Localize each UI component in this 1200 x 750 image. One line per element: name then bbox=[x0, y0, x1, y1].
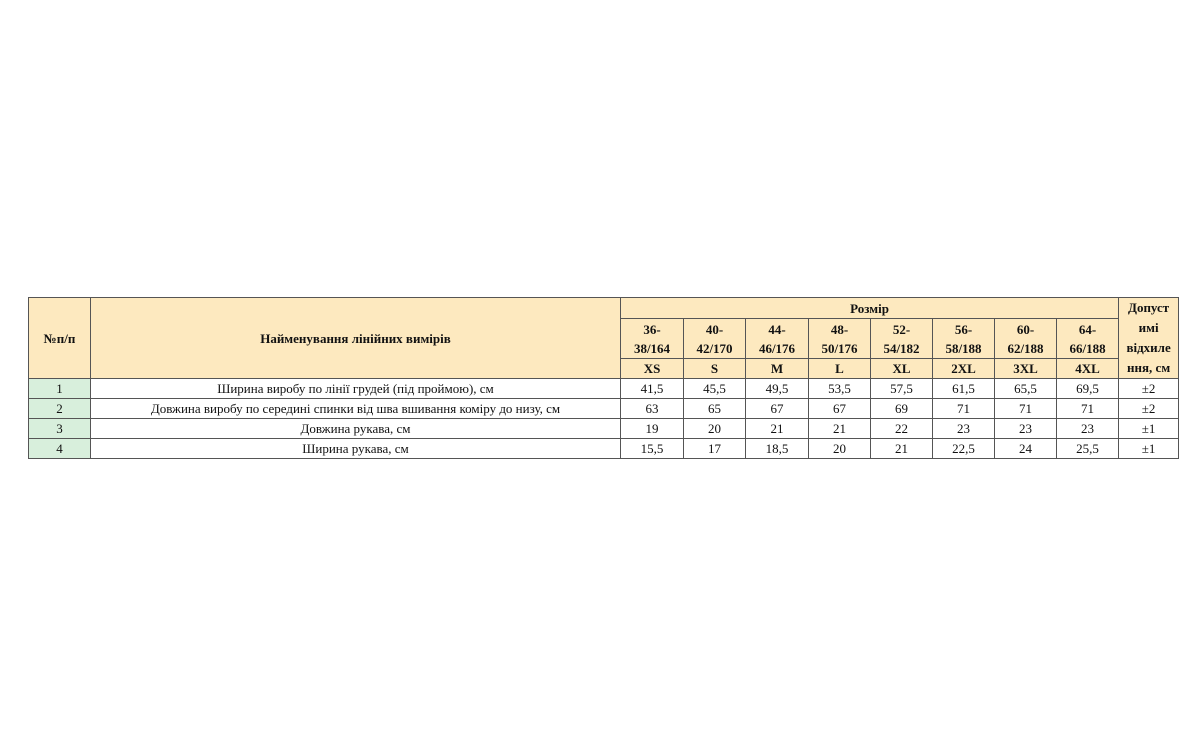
tolerance-value: ±2 bbox=[1118, 398, 1180, 419]
measurement-value: 49,5 bbox=[745, 378, 809, 399]
header-number: №п/п bbox=[28, 297, 91, 379]
row-number: 3 bbox=[28, 418, 91, 439]
size-code-part: 54/182 bbox=[883, 340, 920, 356]
measurement-value: 67 bbox=[745, 398, 809, 419]
measurement-value: 24 bbox=[994, 438, 1057, 459]
tolerance-line: Допуст bbox=[1128, 300, 1170, 315]
size-label-header: XS bbox=[620, 358, 684, 379]
measurement-name: Довжина рукава, см bbox=[90, 418, 621, 439]
measurement-value: 41,5 bbox=[620, 378, 684, 399]
measurement-value: 22,5 bbox=[932, 438, 995, 459]
measurement-name: Ширина виробу по лінії грудей (під пройм… bbox=[90, 378, 621, 399]
measurement-value: 71 bbox=[932, 398, 995, 419]
table-row: 4 Ширина рукава, см 15,5 17 18,5 20 21 22,5 24 25… bbox=[28, 438, 1180, 459]
tolerance-line: відхиле bbox=[1126, 340, 1171, 355]
measurement-value: 71 bbox=[994, 398, 1057, 419]
size-code-header: 36- 38/164 bbox=[620, 318, 684, 359]
measurement-value: 23 bbox=[1055, 418, 1120, 439]
size-code-header: 44- 46/176 bbox=[745, 318, 809, 359]
size-label-header: M bbox=[745, 358, 809, 379]
measurement-value: 63 bbox=[620, 398, 684, 419]
size-code-header: 64- 66/188 bbox=[1055, 318, 1120, 359]
measurement-value: 65 bbox=[683, 398, 746, 419]
measurement-value: 21 bbox=[870, 438, 933, 459]
size-code-header: 40- 42/170 bbox=[683, 318, 746, 359]
header-name: Найменування лінійних вимірів bbox=[90, 297, 621, 379]
size-code-part: 50/176 bbox=[821, 340, 858, 356]
measurement-value: 25,5 bbox=[1055, 438, 1120, 459]
table-row: 2 Довжина виробу по середині спинки від ш… bbox=[28, 398, 1180, 419]
tolerance-value: ±2 bbox=[1118, 378, 1180, 399]
measurement-value: 57,5 bbox=[870, 378, 933, 399]
measurement-value: 71 bbox=[1055, 398, 1120, 419]
size-label-header: S bbox=[683, 358, 746, 379]
measurement-value: 17 bbox=[683, 438, 746, 459]
size-code-header: 56- 58/188 bbox=[932, 318, 995, 359]
measurement-name: Довжина виробу по середині спинки від шв… bbox=[90, 398, 621, 419]
tolerance-value: ±1 bbox=[1118, 418, 1180, 439]
size-label-header: 3XL bbox=[994, 358, 1057, 379]
size-code-header: 60- 62/188 bbox=[994, 318, 1057, 359]
measurement-value: 53,5 bbox=[808, 378, 871, 399]
size-code-header: 52- 54/182 bbox=[870, 318, 933, 359]
row-number: 4 bbox=[28, 438, 91, 459]
measurement-value: 61,5 bbox=[932, 378, 995, 399]
measurement-value: 21 bbox=[808, 418, 871, 439]
measurement-value: 19 bbox=[620, 418, 684, 439]
size-code-part: 42/170 bbox=[696, 340, 733, 356]
size-code-part: 66/188 bbox=[1069, 340, 1106, 356]
tolerance-line: ння, см bbox=[1127, 360, 1171, 375]
tolerance-value: ±1 bbox=[1118, 438, 1180, 459]
size-label-header: 4XL bbox=[1055, 358, 1120, 379]
size-code-part: 56- bbox=[954, 321, 973, 337]
size-code-part: 58/188 bbox=[945, 340, 982, 356]
measurement-value: 18,5 bbox=[745, 438, 809, 459]
measurement-value: 22 bbox=[870, 418, 933, 439]
row-number: 2 bbox=[28, 398, 91, 419]
measurement-value: 23 bbox=[994, 418, 1057, 439]
table-row: 3 Довжина рукава, см 19 20 21 21 22 23 23 23 ±1 bbox=[28, 418, 1180, 439]
tolerance-line: имі bbox=[1138, 320, 1159, 335]
size-code-part: 40- bbox=[705, 321, 724, 337]
header-size-group: Розмір bbox=[619, 297, 1120, 319]
measurement-value: 67 bbox=[808, 398, 871, 419]
measurement-value: 69,5 bbox=[1055, 378, 1120, 399]
size-code-part: 62/188 bbox=[1007, 340, 1044, 356]
measurement-name: Ширина рукава, см bbox=[90, 438, 621, 459]
size-code-part: 46/176 bbox=[758, 340, 796, 356]
measurement-value: 69 bbox=[870, 398, 933, 419]
size-label-header: XL bbox=[870, 358, 933, 379]
size-label-header: L bbox=[808, 358, 871, 379]
measurement-value: 15,5 bbox=[620, 438, 684, 459]
size-code-header: 48- 50/176 bbox=[808, 318, 871, 359]
table-row: 1 Ширина виробу по лінії грудей (під прой… bbox=[28, 378, 1180, 399]
size-code-part: 38/164 bbox=[633, 340, 671, 356]
header-tolerance: Допуст имі відхиле ння, см bbox=[1118, 297, 1180, 379]
measurement-value: 21 bbox=[745, 418, 809, 439]
size-label-header: 2XL bbox=[932, 358, 995, 379]
measurement-value: 23 bbox=[932, 418, 995, 439]
size-chart-table: №п/п Найменування лінійних вимірів Розмі… bbox=[28, 297, 1180, 459]
size-code-part: 36- bbox=[643, 321, 661, 337]
measurement-value: 45,5 bbox=[683, 378, 746, 399]
size-code-part: 64- bbox=[1078, 321, 1097, 337]
size-code-part: 48- bbox=[830, 321, 849, 337]
measurement-value: 20 bbox=[808, 438, 871, 459]
measurement-value: 20 bbox=[683, 418, 746, 439]
row-number: 1 bbox=[28, 378, 91, 399]
size-code-part: 60- bbox=[1016, 321, 1035, 337]
size-code-part: 52- bbox=[892, 321, 911, 337]
measurement-value: 65,5 bbox=[994, 378, 1057, 399]
size-code-part: 44- bbox=[768, 321, 786, 337]
